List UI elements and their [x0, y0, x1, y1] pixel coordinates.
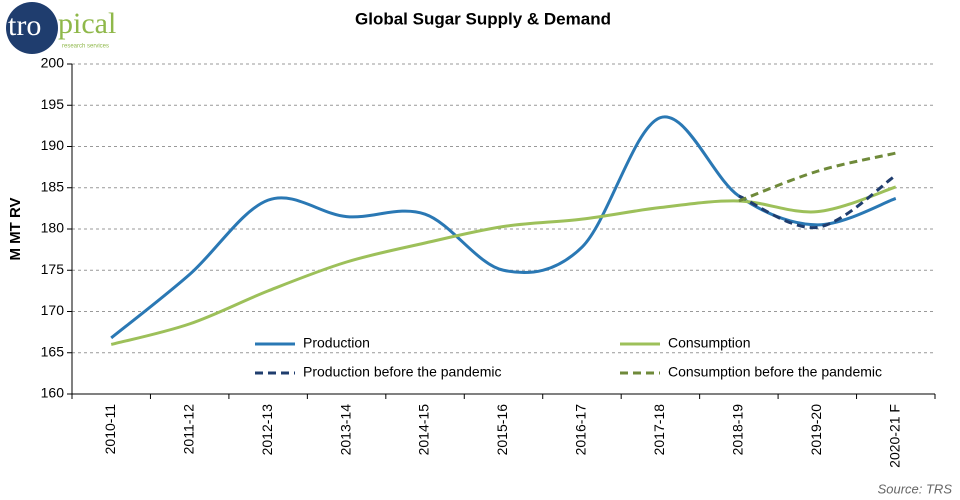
- source-note: Source: TRS: [878, 481, 953, 496]
- x-tick-label: 2012-13: [259, 404, 275, 456]
- y-tick-label: 175: [41, 261, 65, 277]
- x-tick-label: 2017-18: [651, 404, 667, 456]
- logo-text: pical: [58, 7, 116, 40]
- logo-tagline: research services: [62, 44, 109, 50]
- logo-text: tro: [8, 9, 41, 42]
- y-tick-label: 170: [41, 302, 65, 318]
- logo-circle: [6, 2, 58, 54]
- y-tick-label: 195: [41, 96, 65, 112]
- legend-label: Consumption: [668, 335, 751, 351]
- y-tick-label: 160: [41, 385, 65, 401]
- x-tick-label: 2015-16: [494, 404, 510, 456]
- legend-label: Production before the pandemic: [303, 364, 501, 380]
- y-tick-label: 190: [41, 137, 65, 153]
- chart-title: Global Sugar Supply & Demand: [355, 9, 611, 28]
- line: [738, 151, 897, 203]
- x-tick-label: 2016-17: [573, 404, 589, 456]
- x-tick-label: 2014-15: [416, 404, 432, 456]
- x-tick-label: 2010-11: [102, 404, 118, 455]
- y-tick-label: 185: [41, 178, 65, 194]
- y-axis-label: M MT RV: [7, 197, 24, 260]
- y-tick-label: 165: [41, 343, 65, 359]
- x-tick-label: 2013-14: [337, 404, 353, 456]
- y-tick-label: 200: [41, 55, 65, 71]
- legend-label: Consumption before the pandemic: [668, 364, 882, 380]
- line: [110, 185, 897, 346]
- x-tick-label: 2018-19: [730, 404, 746, 456]
- x-tick-label: 2020-21 F: [886, 404, 902, 468]
- line: [738, 174, 897, 229]
- y-tick-label: 180: [41, 220, 65, 236]
- legend-label: Production: [303, 335, 370, 351]
- x-tick-label: 2011-12: [180, 404, 196, 455]
- x-tick-label: 2019-20: [808, 404, 824, 456]
